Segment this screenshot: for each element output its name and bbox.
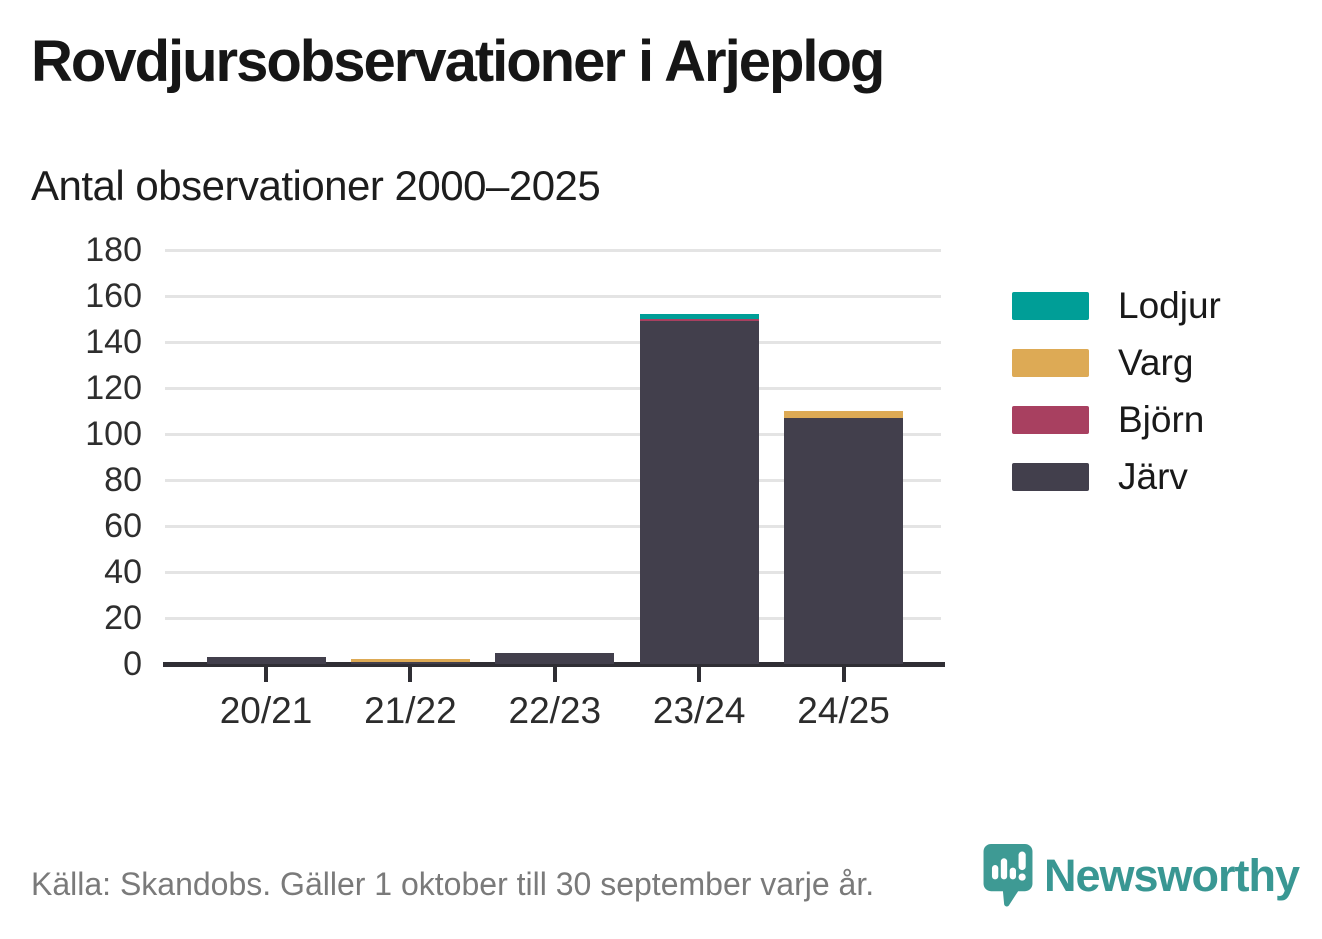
bar-segment-bjrn (640, 319, 759, 321)
bar-segment-jrv (784, 418, 903, 664)
y-axis-tick-label: 60 (0, 506, 142, 546)
bar-segment-jrv (351, 662, 470, 664)
legend-label: Varg (1118, 342, 1193, 384)
y-axis-tick-label: 80 (0, 460, 142, 500)
gridline (165, 249, 941, 252)
bar-segment-jrv (495, 653, 614, 665)
x-axis-label: 23/24 (624, 690, 774, 732)
y-axis-tick-label: 40 (0, 552, 142, 592)
gridline (165, 295, 941, 298)
legend-item-bjrn: Björn (1012, 406, 1221, 434)
legend-item-lodjur: Lodjur (1012, 292, 1221, 320)
source-note: Källa: Skandobs. Gäller 1 oktober till 3… (31, 866, 874, 903)
legend-label: Järv (1118, 456, 1188, 498)
gridline (165, 341, 941, 344)
legend-swatch-bjrn (1012, 406, 1089, 434)
y-axis-tick-label: 180 (0, 230, 142, 270)
legend-label: Björn (1118, 399, 1204, 441)
bar-segment-varg (784, 411, 903, 418)
y-axis-tick-label: 20 (0, 598, 142, 638)
newsworthy-logo-icon (981, 841, 1035, 911)
bar-segment-lodjur (640, 314, 759, 319)
y-axis-tick-label: 0 (0, 644, 142, 684)
x-axis-tick (842, 667, 846, 682)
legend-swatch-lodjur (1012, 292, 1089, 320)
x-axis-tick (553, 667, 557, 682)
y-axis-tick-label: 100 (0, 414, 142, 454)
chart-card: Rovdjursobservationer i Arjeplog Antal o… (0, 0, 1322, 939)
legend-swatch-jrv (1012, 463, 1089, 491)
legend-swatch-varg (1012, 349, 1089, 377)
legend-item-jrv: Järv (1012, 463, 1221, 491)
y-axis-tick-label: 120 (0, 368, 142, 408)
x-axis-tick (697, 667, 701, 682)
bar-segment-varg (351, 659, 470, 661)
bar-segment-jrv (640, 321, 759, 664)
legend-label: Lodjur (1118, 285, 1221, 327)
x-axis-label: 22/23 (480, 690, 630, 732)
x-axis-tick (264, 667, 268, 682)
bar-segment-jrv (207, 657, 326, 664)
y-axis-tick-label: 160 (0, 276, 142, 316)
x-axis-label: 20/21 (191, 690, 341, 732)
brand-wordmark: Newsworthy (1044, 850, 1299, 902)
x-axis-label: 21/22 (335, 690, 485, 732)
x-axis-tick (408, 667, 412, 682)
brand: Newsworthy (981, 841, 1299, 911)
legend: Lodjur Varg Björn Järv (1012, 292, 1221, 491)
legend-item-varg: Varg (1012, 349, 1221, 377)
y-axis-tick-label: 140 (0, 322, 142, 362)
x-axis-label: 24/25 (769, 690, 919, 732)
gridline (165, 387, 941, 390)
